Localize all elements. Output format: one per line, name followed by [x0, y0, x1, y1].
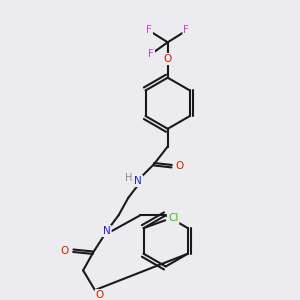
Text: F: F: [148, 49, 154, 59]
Text: O: O: [176, 161, 184, 171]
Text: H: H: [125, 173, 132, 183]
Text: F: F: [146, 26, 152, 35]
Text: O: O: [96, 290, 104, 300]
Text: N: N: [134, 176, 142, 186]
Text: Cl: Cl: [168, 213, 178, 223]
Text: N: N: [103, 226, 111, 236]
Text: F: F: [183, 26, 189, 35]
Text: O: O: [164, 54, 172, 64]
Text: O: O: [60, 246, 69, 256]
